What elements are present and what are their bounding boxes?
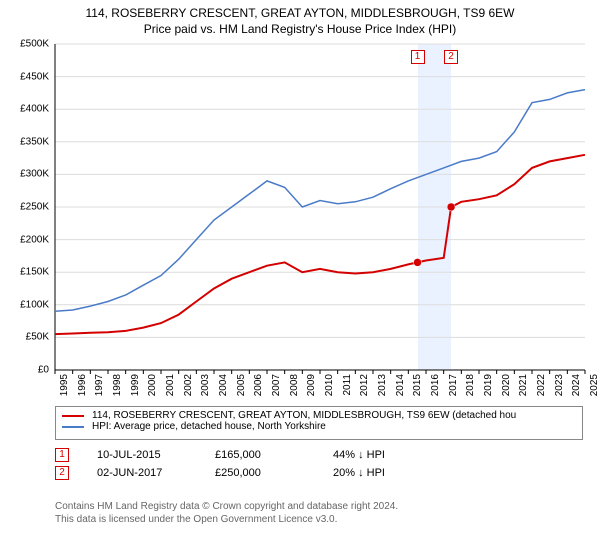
y-tick-label: £200K bbox=[0, 234, 49, 245]
x-tick-label: 1999 bbox=[130, 374, 141, 396]
x-tick-label: 2004 bbox=[218, 374, 229, 396]
y-tick-label: £150K bbox=[0, 267, 49, 278]
x-tick-label: 2013 bbox=[377, 374, 388, 396]
x-tick-label: 2025 bbox=[589, 374, 600, 396]
x-tick-label: 2017 bbox=[448, 374, 459, 396]
x-tick-label: 2005 bbox=[236, 374, 247, 396]
legend-label: HPI: Average price, detached house, Nort… bbox=[92, 421, 326, 432]
series-hpi bbox=[55, 90, 585, 312]
x-tick-label: 2006 bbox=[253, 374, 264, 396]
chart-title-line1: 114, ROSEBERRY CRESCENT, GREAT AYTON, MI… bbox=[10, 6, 590, 20]
y-tick-label: £500K bbox=[0, 39, 49, 50]
x-tick-label: 2023 bbox=[554, 374, 565, 396]
series-price_paid bbox=[55, 155, 585, 334]
event-date: 10-JUL-2015 bbox=[97, 449, 187, 461]
event-marker-icon: 1 bbox=[55, 448, 69, 462]
footer-attribution: Contains HM Land Registry data © Crown c… bbox=[55, 500, 398, 526]
x-tick-label: 2024 bbox=[571, 374, 582, 396]
y-tick-label: £400K bbox=[0, 104, 49, 115]
y-tick-label: £0 bbox=[0, 365, 49, 376]
y-tick-label: £450K bbox=[0, 71, 49, 82]
x-tick-label: 1998 bbox=[112, 374, 123, 396]
x-tick-label: 2000 bbox=[147, 374, 158, 396]
y-tick-label: £250K bbox=[0, 202, 49, 213]
x-tick-label: 2003 bbox=[200, 374, 211, 396]
event-date: 02-JUN-2017 bbox=[97, 467, 187, 479]
y-tick-label: £100K bbox=[0, 299, 49, 310]
y-tick-label: £50K bbox=[0, 332, 49, 343]
x-tick-label: 2002 bbox=[183, 374, 194, 396]
legend-box: 114, ROSEBERRY CRESCENT, GREAT AYTON, MI… bbox=[55, 406, 583, 440]
y-tick-label: £350K bbox=[0, 136, 49, 147]
event-change: 20% ↓ HPI bbox=[333, 467, 423, 479]
x-tick-label: 1996 bbox=[77, 374, 88, 396]
x-tick-label: 1997 bbox=[94, 374, 105, 396]
legend-row: HPI: Average price, detached house, Nort… bbox=[62, 421, 576, 432]
event-change: 44% ↓ HPI bbox=[333, 449, 423, 461]
x-tick-label: 2011 bbox=[342, 374, 353, 396]
x-tick-label: 2012 bbox=[359, 374, 370, 396]
footer-line2: This data is licensed under the Open Gov… bbox=[55, 513, 398, 526]
event-marker-2: 2 bbox=[444, 50, 458, 64]
x-tick-label: 2014 bbox=[395, 374, 406, 396]
title-block: 114, ROSEBERRY CRESCENT, GREAT AYTON, MI… bbox=[0, 0, 600, 36]
data-point bbox=[414, 258, 422, 266]
event-row: 2 02-JUN-2017 £250,000 20% ↓ HPI bbox=[55, 466, 423, 480]
event-table: 1 10-JUL-2015 £165,000 44% ↓ HPI 2 02-JUN-201… bbox=[55, 448, 423, 484]
legend-row: 114, ROSEBERRY CRESCENT, GREAT AYTON, MI… bbox=[62, 410, 576, 421]
x-tick-label: 2019 bbox=[483, 374, 494, 396]
legend-swatch bbox=[62, 415, 84, 417]
x-tick-label: 2008 bbox=[289, 374, 300, 396]
chart-svg bbox=[55, 44, 585, 370]
x-tick-label: 2015 bbox=[412, 374, 423, 396]
event-row: 1 10-JUL-2015 £165,000 44% ↓ HPI bbox=[55, 448, 423, 462]
legend-swatch bbox=[62, 426, 84, 428]
legend-label: 114, ROSEBERRY CRESCENT, GREAT AYTON, MI… bbox=[92, 410, 516, 421]
x-tick-label: 2021 bbox=[518, 374, 529, 396]
data-point bbox=[447, 203, 455, 211]
x-tick-label: 1995 bbox=[59, 374, 70, 396]
plot-area bbox=[55, 44, 585, 370]
x-tick-label: 2020 bbox=[501, 374, 512, 396]
x-tick-label: 2001 bbox=[165, 374, 176, 396]
footer-line1: Contains HM Land Registry data © Crown c… bbox=[55, 500, 398, 513]
chart-title-line2: Price paid vs. HM Land Registry's House … bbox=[10, 22, 590, 36]
y-tick-label: £300K bbox=[0, 169, 49, 180]
x-tick-label: 2010 bbox=[324, 374, 335, 396]
chart-container: 114, ROSEBERRY CRESCENT, GREAT AYTON, MI… bbox=[0, 0, 600, 560]
event-price: £165,000 bbox=[215, 449, 305, 461]
x-tick-label: 2009 bbox=[306, 374, 317, 396]
x-tick-label: 2018 bbox=[465, 374, 476, 396]
x-tick-label: 2022 bbox=[536, 374, 547, 396]
event-marker-icon: 2 bbox=[55, 466, 69, 480]
x-tick-label: 2007 bbox=[271, 374, 282, 396]
x-tick-label: 2016 bbox=[430, 374, 441, 396]
event-marker-1: 1 bbox=[411, 50, 425, 64]
event-price: £250,000 bbox=[215, 467, 305, 479]
